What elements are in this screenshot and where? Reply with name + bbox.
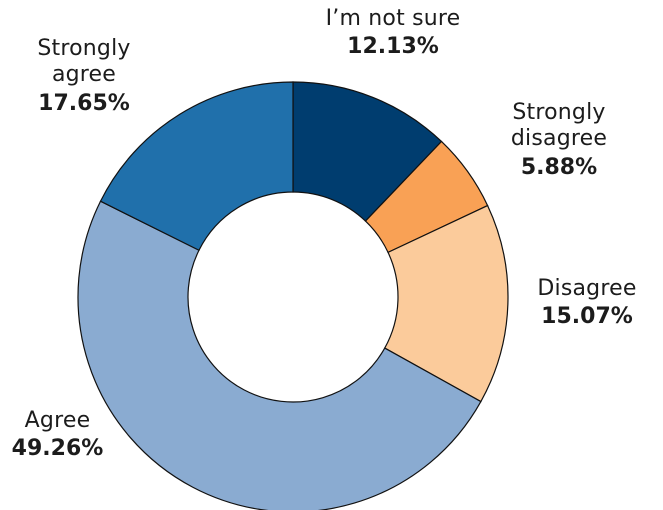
label-strongly-agree: Strongly agree 17.65%	[14, 36, 154, 117]
label-agree-category: Agree	[24, 408, 91, 433]
label-strongly-disagree: Strongly disagree 5.88%	[484, 100, 634, 181]
label-strongly-disagree-percent: 5.88%	[520, 154, 598, 180]
label-not-sure: I’m not sure 12.13%	[298, 6, 488, 61]
label-agree: Agree 49.26%	[0, 408, 115, 463]
label-disagree-category: Disagree	[537, 276, 637, 301]
label-disagree-percent: 15.07%	[541, 304, 633, 330]
label-agree-percent: 49.26%	[11, 436, 104, 462]
label-not-sure-category: I’m not sure	[325, 6, 461, 31]
donut-slices	[77, 81, 509, 510]
label-strongly-disagree-category-line2: disagree	[510, 126, 608, 152]
slice-disagree	[383, 204, 509, 403]
label-strongly-agree-category-line1: Strongly	[37, 36, 131, 61]
label-not-sure-percent: 12.13%	[347, 34, 439, 60]
label-disagree: Disagree 15.07%	[522, 276, 652, 331]
label-strongly-agree-category-line2: agree	[51, 62, 117, 88]
slice-strongly-agree	[99, 81, 294, 252]
label-strongly-agree-percent: 17.65%	[38, 90, 130, 116]
label-strongly-disagree-category-line1: Strongly	[512, 100, 606, 125]
slice-agree	[77, 200, 482, 510]
